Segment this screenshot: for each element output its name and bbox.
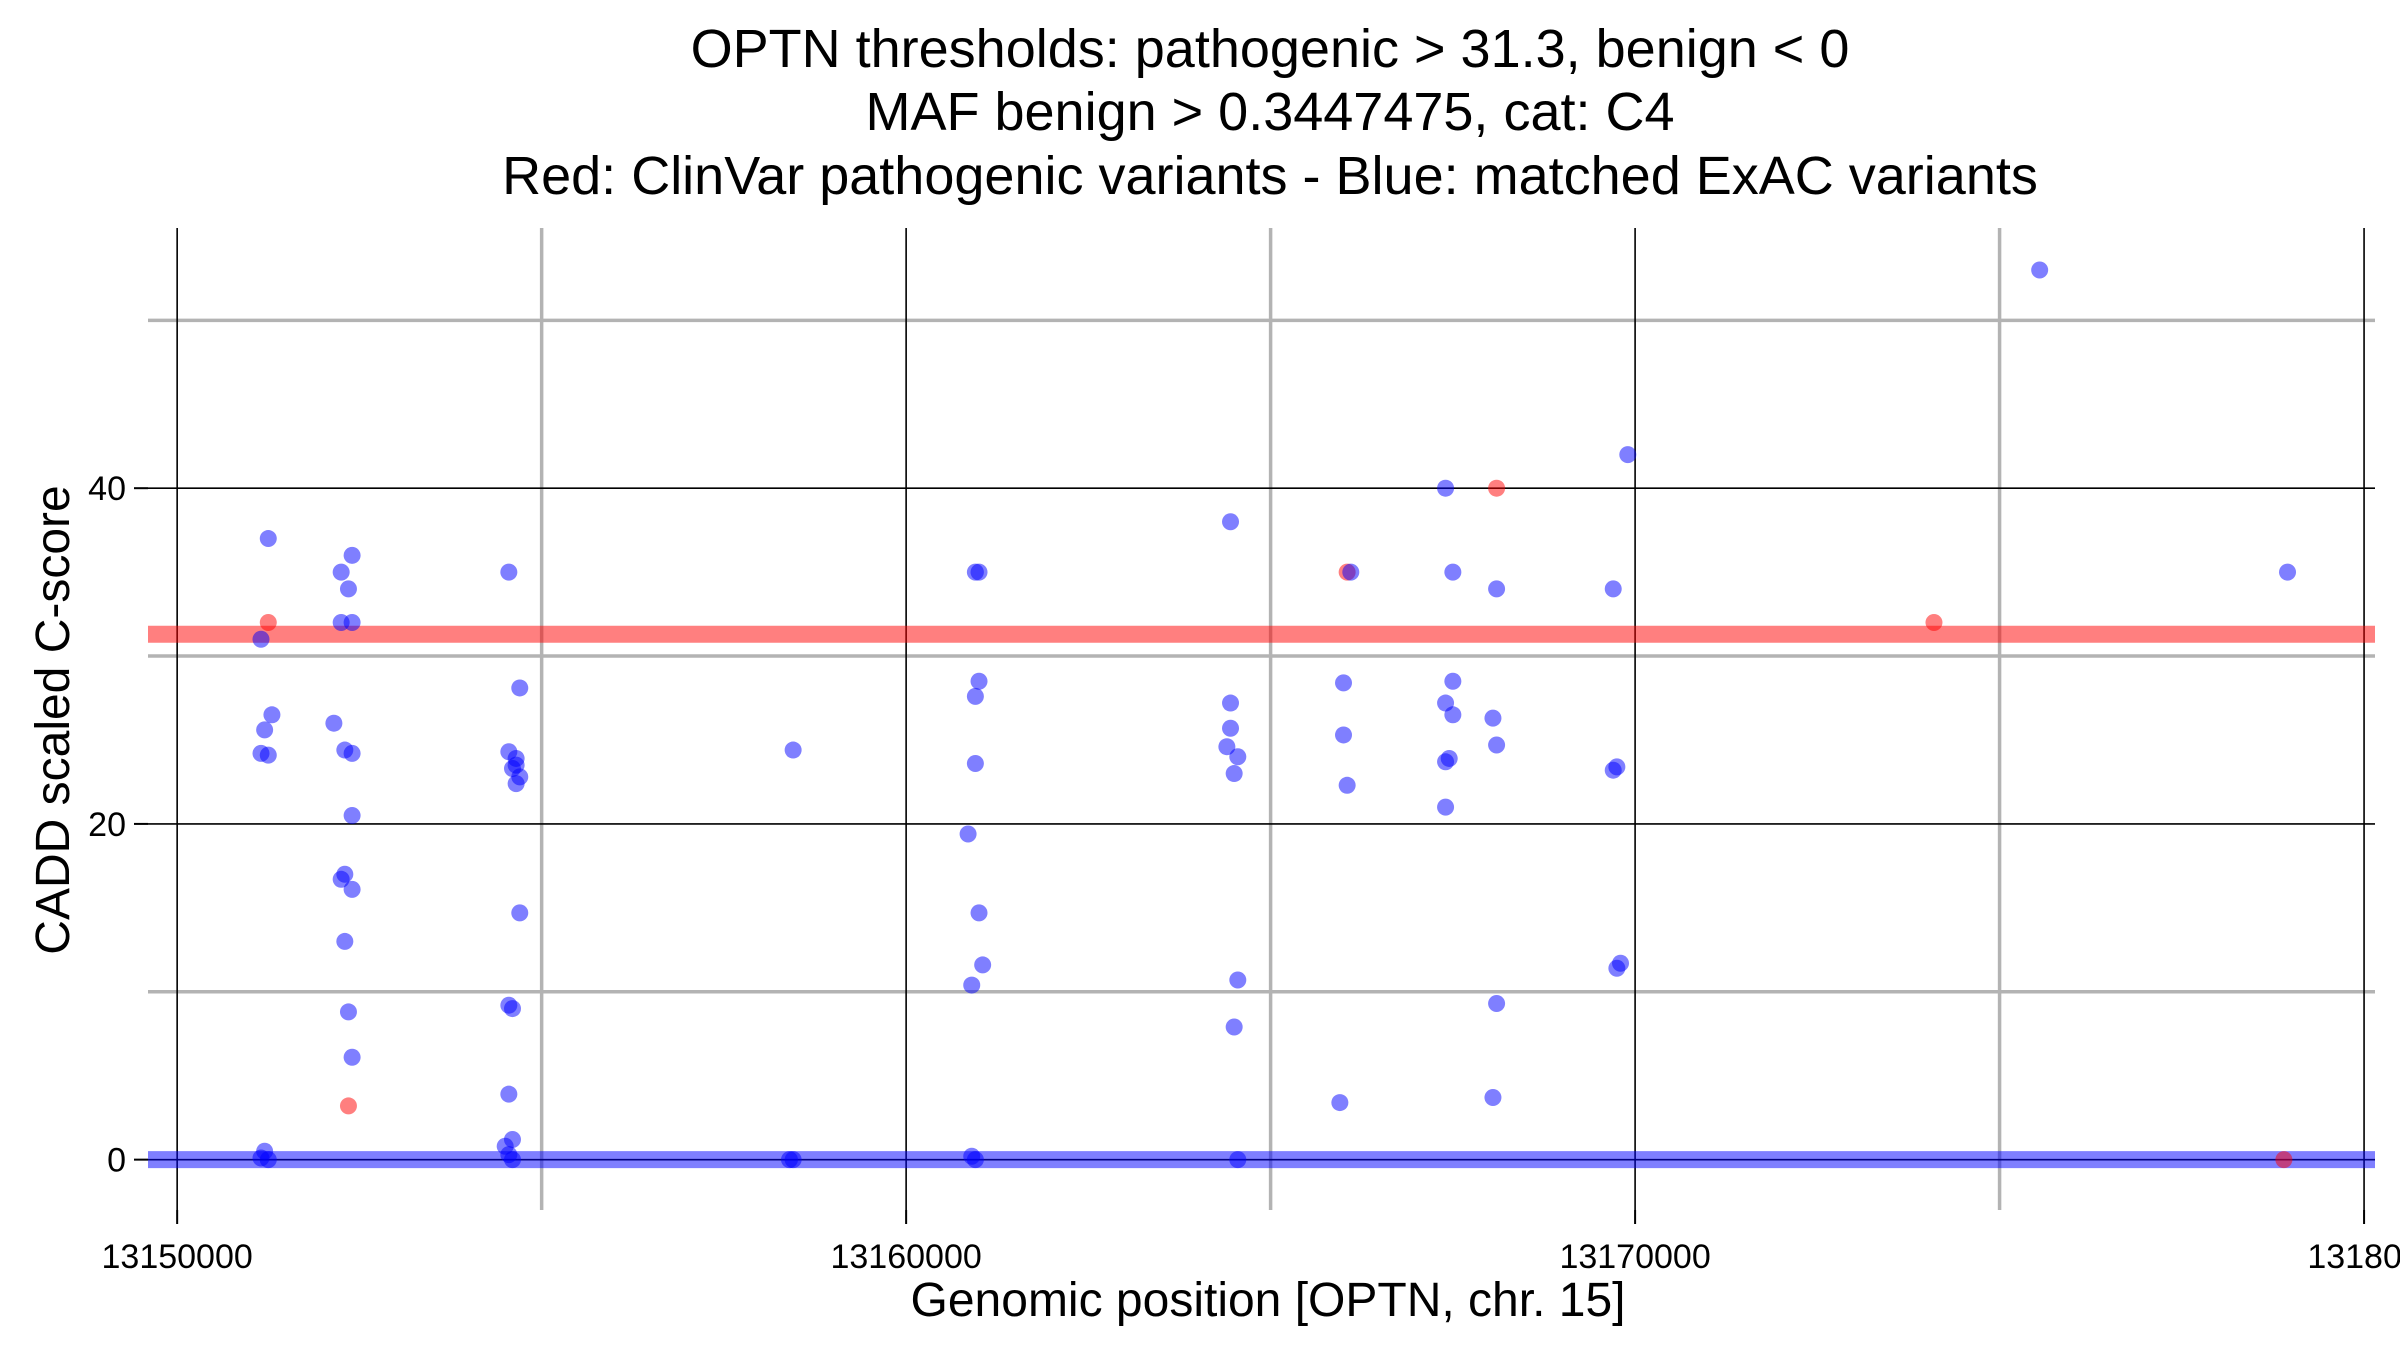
exac_matched-point [339,580,357,598]
threshold-lines [148,625,2375,1169]
exac_matched-point [974,956,992,974]
exac_matched-point [343,807,361,825]
exac_matched-point [2279,563,2297,581]
x-tick-label: 13160000 [830,1238,981,1276]
exac_matched-point [1437,798,1455,816]
exac_matched-point [343,1048,361,1066]
exac_matched-point [332,870,350,888]
exac_matched-point [1229,748,1247,766]
exac_matched-point [966,1151,984,1169]
exac_matched-point [339,1003,357,1021]
exac_matched-point [1222,694,1240,712]
exac_matched-point [1604,761,1622,779]
exac_matched-point [963,976,981,994]
exac_matched-point [959,825,977,843]
exac_matched-point [259,530,277,548]
exac_matched-point [1444,563,1462,581]
exac_matched-point [1225,1018,1243,1036]
exac_matched-point [1444,706,1462,724]
exac_matched-point [507,775,525,793]
x-tick-label: 13150000 [102,1238,253,1276]
x-tick-label: 13170000 [1559,1238,1710,1276]
exac_matched-point [1335,674,1353,692]
exac_matched-point [500,563,518,581]
exac_matched-point [1222,719,1240,737]
minor-grid [148,228,2375,1210]
exac_matched-point [1437,753,1455,771]
exac_matched-point [2031,261,2049,279]
exac_matched-point [1342,563,1360,581]
exac_matched-point [1444,672,1462,690]
exac_matched-point [1222,513,1240,531]
y-tick-label: 20 [88,806,126,844]
title-line-2: MAF benign > 0.3447475, cat: C4 [865,82,1674,142]
exac_matched-point [511,679,529,697]
exac_matched-point [1437,479,1455,497]
exac_matched-point [325,714,343,732]
exac_matched-point [503,1151,521,1169]
exac_matched-point [500,1085,518,1103]
exac_matched-point [259,1151,277,1169]
exac_matched-point [1604,580,1622,598]
exac_matched-point [1331,1094,1349,1112]
exac_matched-point [1484,709,1502,727]
exac_matched-point [1608,959,1626,977]
data-points [252,261,2297,1169]
exac_matched-point [343,613,361,631]
clinvar_pathogenic-point [339,1097,357,1115]
exac_matched-point [1488,995,1506,1013]
exac_matched-point [784,741,802,759]
y-tick-label: 0 [107,1142,126,1180]
clinvar_pathogenic-point [2275,1151,2293,1169]
exac_matched-point [970,904,988,922]
exac_matched-point [966,687,984,705]
clinvar_pathogenic-point [259,613,277,631]
exac_matched-point [332,563,350,581]
y-axis-title: CADD scaled C-score [27,485,80,954]
exac_matched-point [1218,738,1236,756]
title-line-1: OPTN thresholds: pathogenic > 31.3, beni… [691,19,1850,79]
clinvar_pathogenic-point [1488,479,1506,497]
exac_matched-point [259,746,277,764]
axis-ticks [134,487,2366,1224]
exac_matched-point [1225,765,1243,783]
exac_matched-point [1338,776,1356,794]
exac_matched-point [966,754,984,772]
exac_matched-point [970,672,988,690]
title-line-3: Red: ClinVar pathogenic variants - Blue:… [502,146,2038,206]
exac_matched-point [263,706,281,724]
exac_matched-point [1619,446,1637,464]
exac_matched-point [252,630,270,648]
exac_matched-point [343,546,361,564]
y-tick-label: 40 [88,470,126,508]
x-axis-title: Genomic position [OPTN, chr. 15] [911,1274,1626,1327]
exac_matched-point [784,1151,802,1169]
exac_matched-point [511,904,529,922]
exac_matched-point [336,932,354,950]
exac_matched-point [1484,1089,1502,1107]
exac_matched-point [1229,1151,1247,1169]
exac_matched-point [1335,726,1353,744]
clinvar_pathogenic-point [1925,613,1943,631]
exac_matched-point [1488,736,1506,754]
exac_matched-point [343,744,361,762]
chart-title: OPTN thresholds: pathogenic > 31.3, beni… [502,19,2038,206]
exac_matched-point [1488,580,1506,598]
exac_matched-point [503,1000,521,1018]
exac_matched-point [256,721,274,739]
exac_matched-point [343,880,361,898]
major-grid [148,228,2375,1210]
exac_matched-point [1229,971,1247,989]
exac_matched-point [970,563,988,581]
